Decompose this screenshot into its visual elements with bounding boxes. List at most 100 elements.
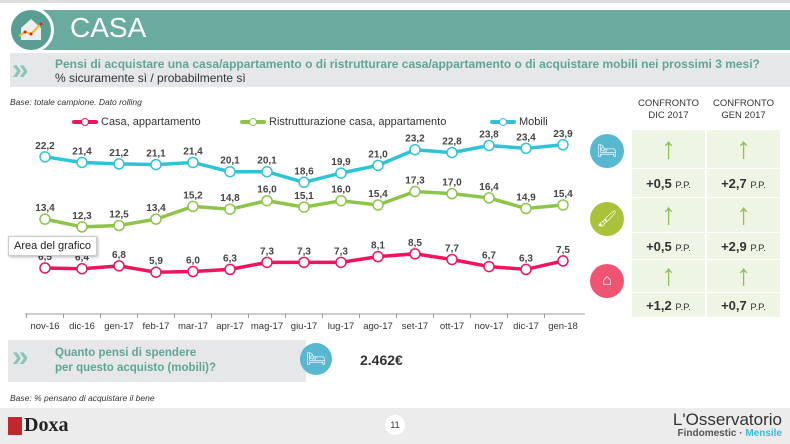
data-label: 15,2 — [183, 190, 203, 201]
house-chart-icon — [8, 7, 54, 53]
data-point[interactable] — [557, 255, 569, 267]
data-point[interactable] — [261, 194, 273, 207]
page-title: CASA — [70, 12, 147, 43]
data-label: 7,3 — [297, 246, 311, 257]
data-point[interactable] — [557, 199, 569, 211]
x-tick-label: mag-17 — [251, 321, 283, 332]
top-divider — [0, 0, 790, 3]
arrow-up-icon: ↑ — [632, 260, 705, 292]
data-point[interactable] — [483, 139, 495, 152]
x-tick-label: gen-17 — [104, 321, 134, 332]
page-number: 11 — [385, 415, 405, 435]
data-point[interactable] — [298, 176, 310, 189]
data-point[interactable] — [113, 158, 125, 170]
base-note-2: Base: % pensano di acquistare il bene — [10, 393, 155, 403]
data-label: 6,0 — [186, 256, 200, 267]
x-tick-label: apr-17 — [216, 321, 243, 332]
data-label: 7,5 — [556, 245, 570, 256]
house-icon: ⌂ — [590, 264, 624, 298]
data-point[interactable] — [187, 156, 199, 169]
data-label: 8,1 — [371, 241, 385, 252]
data-point[interactable] — [520, 142, 532, 155]
data-label: 8,5 — [408, 238, 422, 249]
data-point[interactable] — [261, 165, 273, 178]
data-point[interactable] — [335, 167, 347, 179]
comparison-value: +2,7 P.P. — [707, 169, 780, 197]
data-point[interactable] — [113, 219, 125, 232]
osservatorio-logo: L'Osservatorio Findomestic · Mensile — [672, 410, 782, 439]
data-point[interactable] — [224, 165, 236, 178]
data-point[interactable] — [446, 187, 458, 200]
data-point[interactable] — [150, 158, 162, 171]
data-label: 15,4 — [553, 189, 573, 200]
data-label: 15,1 — [294, 191, 314, 202]
data-label: 18,6 — [294, 166, 314, 177]
data-point[interactable] — [483, 260, 495, 273]
data-label: 22,8 — [442, 137, 462, 148]
data-point[interactable] — [446, 146, 458, 159]
data-label: 16,0 — [331, 185, 351, 196]
data-label: 17,3 — [405, 176, 425, 187]
data-point[interactable] — [298, 256, 310, 269]
arrow-up-icon: ↑ — [707, 130, 780, 168]
x-tick-label: mar-17 — [178, 321, 208, 332]
data-label: 21,2 — [109, 148, 129, 159]
data-point[interactable] — [150, 213, 162, 225]
data-point[interactable] — [520, 263, 532, 276]
comparison-value: +1,2 P.P. — [632, 293, 705, 317]
data-point[interactable] — [224, 263, 236, 276]
data-point[interactable] — [113, 260, 125, 272]
data-label: 7,3 — [334, 246, 348, 257]
x-tick-label: nov-16 — [30, 321, 59, 332]
data-point[interactable] — [372, 159, 384, 172]
data-label: 7,3 — [260, 246, 274, 257]
data-point[interactable] — [39, 213, 51, 225]
data-point[interactable] — [335, 194, 347, 207]
data-label: 6,3 — [519, 253, 533, 264]
data-point[interactable] — [187, 200, 199, 213]
data-label: 21,4 — [72, 146, 92, 157]
data-point[interactable] — [409, 185, 421, 198]
x-tick-label: lug-17 — [328, 321, 354, 332]
data-label: 23,9 — [553, 129, 573, 140]
data-point[interactable] — [39, 151, 51, 163]
tooltip: Area del grafico — [8, 236, 98, 256]
data-point[interactable] — [224, 203, 236, 215]
data-point[interactable] — [409, 143, 421, 156]
data-label: 20,1 — [257, 156, 277, 167]
data-label: 7,7 — [445, 243, 459, 254]
header-dic-2017: CONFRONTO DIC 2017 — [637, 98, 700, 121]
data-point[interactable] — [76, 156, 88, 169]
legend-item-casa: Casa, appartamento — [72, 116, 201, 128]
line-chart[interactable]: nov-16 dic-16 gen-17 feb-17 mar-17 apr-17 mag-… — [0, 125, 590, 340]
data-point[interactable] — [409, 248, 421, 260]
spend-question: Quanto pensi di spendere per questo acqui… — [55, 347, 217, 374]
data-label: 6,3 — [223, 253, 237, 264]
x-tick-label: set-17 — [402, 321, 428, 332]
data-point[interactable] — [76, 262, 88, 275]
data-point[interactable] — [483, 192, 495, 204]
data-label: 6,8 — [112, 250, 126, 261]
arrow-up-icon: ↑ — [632, 198, 705, 232]
data-label: 14,9 — [516, 193, 536, 204]
data-point[interactable] — [446, 253, 458, 266]
x-tick-label: giu-17 — [291, 321, 317, 332]
data-label: 6,5 — [38, 252, 52, 263]
data-point[interactable] — [39, 262, 51, 274]
arrow-up-icon: ↑ — [707, 260, 780, 292]
legend-item-mobili: Mobili — [490, 116, 548, 128]
data-point[interactable] — [372, 250, 384, 263]
data-point[interactable] — [557, 139, 569, 151]
data-point[interactable] — [76, 221, 88, 233]
arrow-up-icon: ↑ — [707, 198, 780, 232]
x-tick-label: ott-17 — [440, 321, 464, 332]
data-point[interactable] — [335, 256, 347, 269]
data-point[interactable] — [187, 265, 199, 278]
data-point[interactable] — [372, 199, 384, 211]
data-point[interactable] — [520, 202, 532, 215]
data-point[interactable] — [261, 256, 273, 269]
data-point[interactable] — [150, 266, 162, 278]
data-point[interactable] — [298, 201, 310, 213]
spend-value: 2.462€ — [360, 352, 403, 368]
x-tick-label: ago-17 — [363, 321, 393, 332]
